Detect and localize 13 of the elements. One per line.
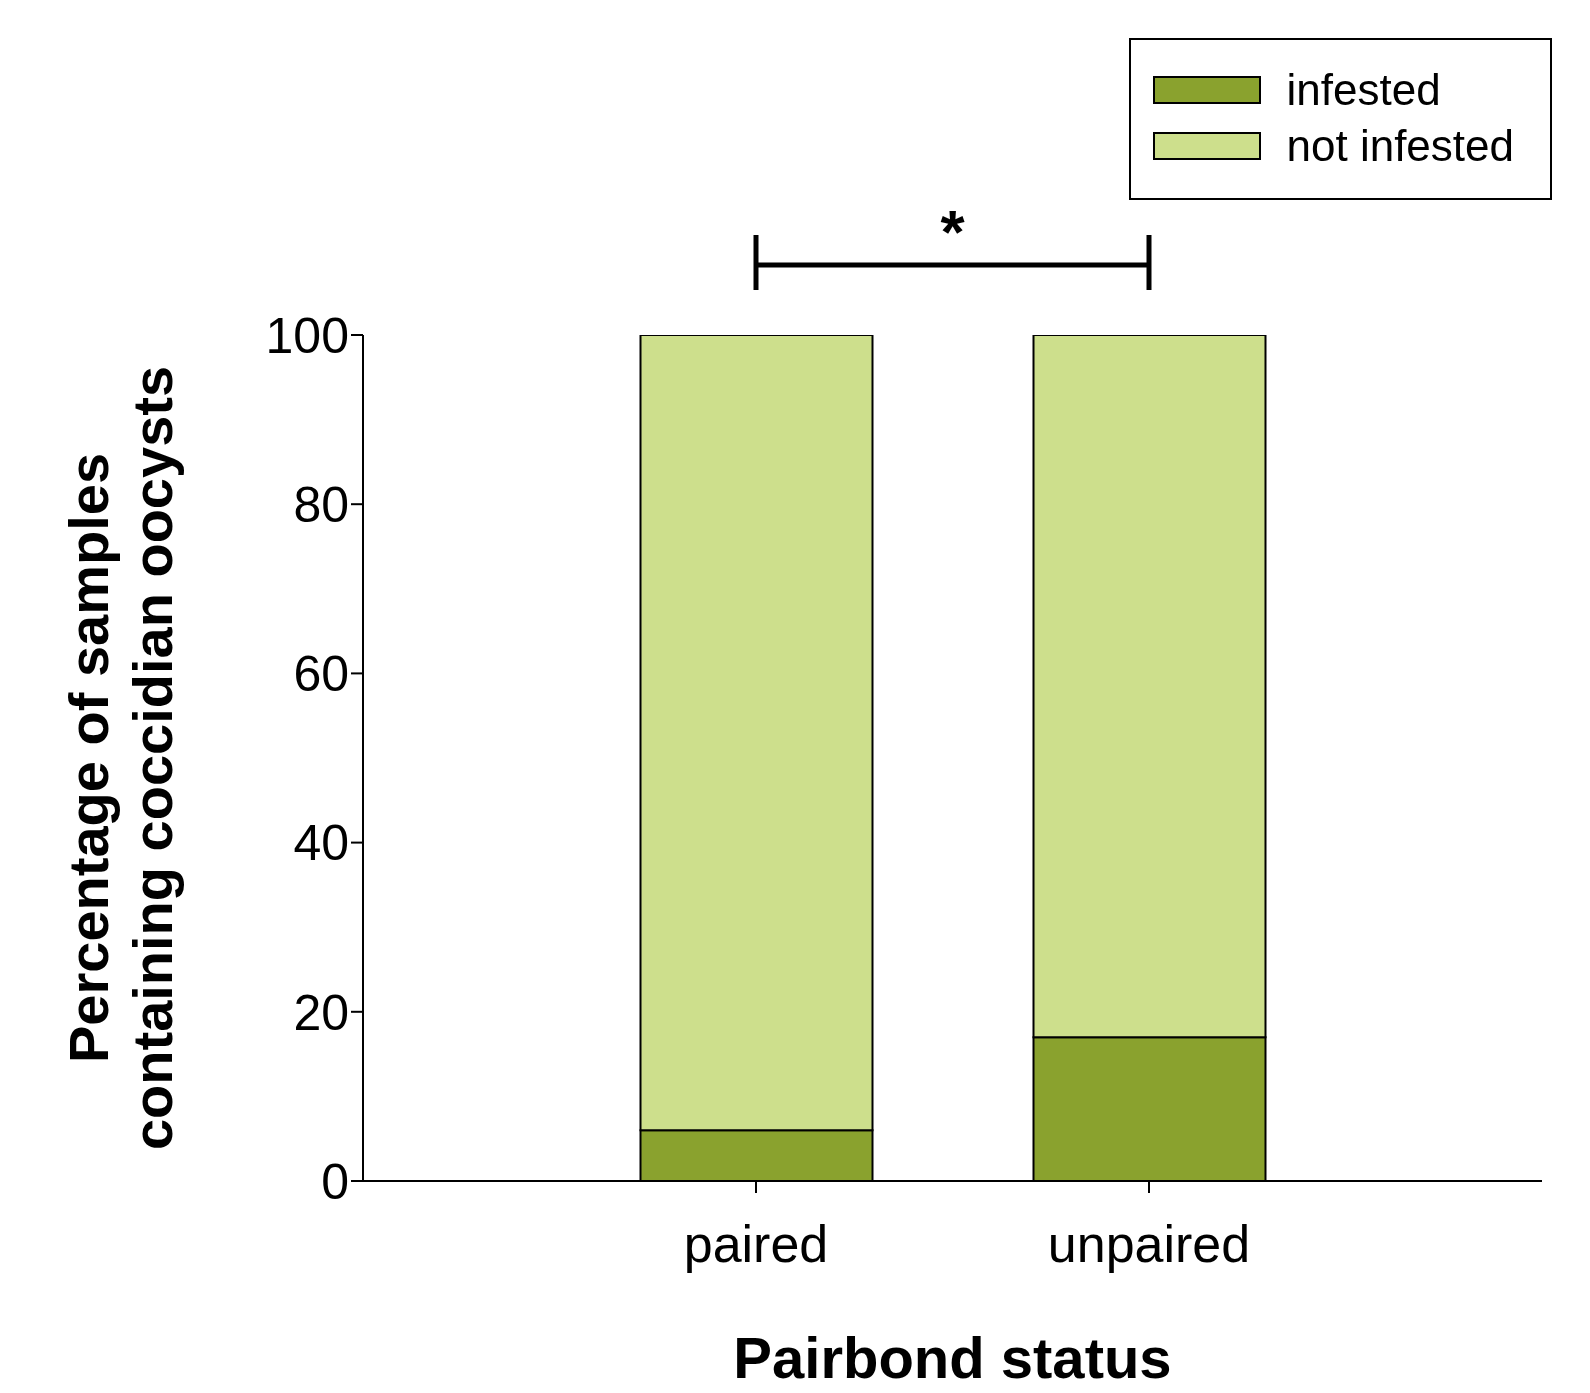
y-tick-label: 0 [321, 1153, 349, 1210]
y-tick-label: 60 [293, 646, 349, 703]
y-tick-label: 100 [265, 307, 349, 364]
x-axis-title: Pairbond status [733, 1325, 1172, 1390]
y-axis-title: Percentage of samples containing coccidian oocysts [57, 365, 184, 1151]
text: * [940, 197, 966, 266]
legend-label: infested [1286, 65, 1441, 115]
y-tick-label: 20 [293, 984, 349, 1041]
y-tick-label: 80 [293, 476, 349, 533]
legend-label: not infested [1286, 121, 1514, 171]
y-tick-label: 40 [293, 815, 349, 872]
x-tick-label: paired [683, 1214, 829, 1273]
x-tick-label: unpaired [1047, 1214, 1251, 1273]
